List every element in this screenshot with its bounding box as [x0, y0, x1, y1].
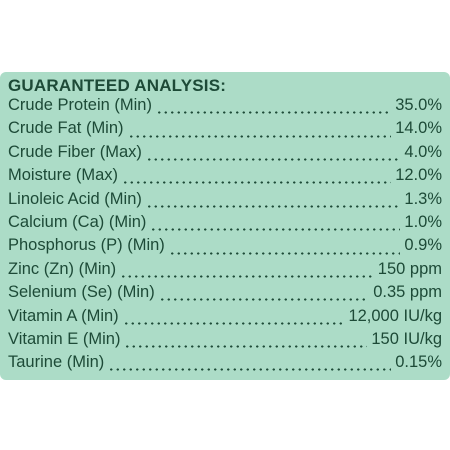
nutrient-value: 12,000 IU/kg — [348, 306, 442, 325]
dot-leader — [120, 274, 374, 278]
nutrient-value: 0.35 ppm — [373, 283, 442, 302]
nutrient-name: Crude Fat (Min) — [8, 119, 124, 138]
nutrient-name: Moisture (Max) — [8, 166, 119, 185]
dot-leader — [108, 368, 392, 372]
dot-leader — [168, 251, 401, 255]
nutrient-value: 1.3% — [404, 189, 442, 208]
dot-leader — [127, 134, 392, 138]
analysis-row: Zinc (Zn) (Min) 150 ppm — [8, 260, 442, 283]
dot-leader — [158, 298, 370, 302]
analysis-row: Crude Fat (Min) 14.0% — [8, 119, 442, 142]
analysis-row: Linoleic Acid (Min) 1.3% — [8, 190, 442, 213]
dot-leader — [145, 204, 401, 208]
nutrient-value: 0.9% — [404, 236, 442, 255]
analysis-row: Phosphorus (P) (Min) 0.9% — [8, 236, 442, 259]
nutrient-value: 4.0% — [404, 142, 442, 161]
nutrient-value: 35.0% — [395, 96, 442, 114]
analysis-list: Crude Protein (Min) 35.0% Crude Fat (Min) 1… — [8, 96, 442, 377]
dot-leader — [145, 157, 401, 161]
analysis-row: Crude Fiber (Max) 4.0% — [8, 143, 442, 166]
nutrient-name: Phosphorus (P) (Min) — [8, 236, 165, 255]
nutrient-value: 14.0% — [395, 119, 442, 138]
analysis-row: Crude Protein (Min) 35.0% — [8, 96, 442, 119]
nutrient-name: Selenium (Se) (Min) — [8, 283, 155, 302]
analysis-row: Selenium (Se) (Min) 0.35 ppm — [8, 283, 442, 306]
nutrient-name: Vitamin E (Min) — [8, 329, 121, 348]
dot-leader — [155, 111, 392, 115]
dot-leader — [124, 345, 368, 349]
label-panel — [0, 72, 450, 380]
nutrient-name: Taurine (Min) — [8, 353, 105, 372]
nutrient-value: 0.15% — [395, 353, 442, 372]
title: GUARANTEED ANALYSIS: — [8, 76, 227, 95]
analysis-row: Vitamin E (Min) 150 IU/kg — [8, 330, 442, 353]
dot-leader — [122, 321, 345, 325]
nutrient-name: Linoleic Acid (Min) — [8, 189, 142, 208]
nutrient-value: 1.0% — [404, 212, 442, 231]
nutrient-name: Zinc (Zn) (Min) — [8, 259, 117, 278]
nutrient-value: 150 IU/kg — [371, 329, 442, 348]
nutrient-name: Calcium (Ca) (Min) — [8, 212, 147, 231]
analysis-row: Vitamin A (Min) 12,000 IU/kg — [8, 307, 442, 330]
analysis-row: Calcium (Ca) (Min) 1.0% — [8, 213, 442, 236]
dot-leader — [122, 181, 392, 185]
analysis-row: Moisture (Max) 12.0% — [8, 166, 442, 189]
dot-leader — [150, 228, 401, 232]
nutrient-value: 150 ppm — [377, 259, 442, 278]
nutrient-name: Crude Fiber (Max) — [8, 142, 142, 161]
nutrient-value: 12.0% — [395, 166, 442, 185]
nutrient-name: Vitamin A (Min) — [8, 306, 119, 325]
analysis-row: Taurine (Min) 0.15% — [8, 353, 442, 376]
nutrient-name: Crude Protein (Min) — [8, 96, 152, 114]
